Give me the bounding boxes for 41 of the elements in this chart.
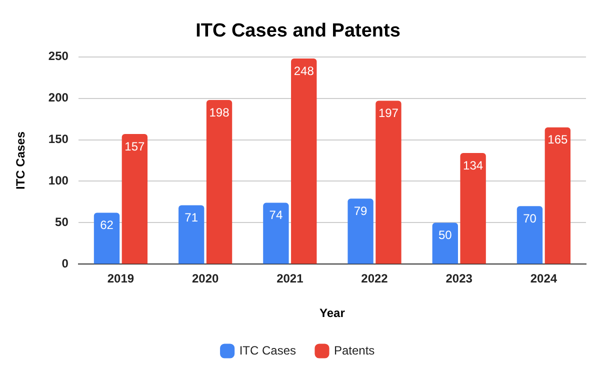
bar	[291, 58, 317, 264]
bar	[376, 100, 402, 264]
x-tick-label: 2020	[192, 272, 219, 286]
legend-label: Patents	[334, 343, 375, 358]
y-tick-label: 50	[55, 215, 69, 230]
x-tick-label: 2023	[446, 272, 473, 286]
bar	[544, 127, 570, 264]
legend-label: ITC Cases	[239, 343, 296, 358]
data-label: 62	[100, 218, 114, 232]
bar	[432, 222, 458, 264]
y-tick-label: 150	[48, 132, 69, 146]
data-label: 198	[209, 105, 230, 120]
data-label: 71	[184, 210, 198, 225]
data-label: 165	[548, 132, 568, 147]
data-label: 50	[438, 228, 452, 242]
y-tick-label: 0	[62, 256, 69, 271]
bar	[263, 202, 289, 264]
bar	[348, 198, 374, 264]
bar	[178, 205, 204, 264]
x-tick-label: 2024	[530, 272, 558, 286]
chart-title: ITC Cases and Patents	[196, 20, 400, 42]
data-label: 74	[269, 208, 283, 222]
x-tick-label: 2019	[107, 272, 134, 286]
data-label: 70	[523, 211, 537, 226]
x-tick-label: 2021	[276, 272, 304, 286]
data-label: 157	[124, 139, 146, 154]
bar	[122, 134, 148, 264]
y-tick-label: 200	[48, 90, 69, 105]
data-label: 134	[463, 158, 484, 172]
y-tick-label: 250	[48, 49, 69, 64]
bar	[460, 153, 486, 264]
bar	[94, 212, 120, 264]
y-axis-title: ITC Cases	[14, 131, 28, 190]
data-label: 197	[378, 106, 399, 120]
x-axis-title: Year	[320, 306, 346, 320]
x-tick-label: 2022	[361, 272, 388, 286]
data-label: 248	[294, 64, 314, 78]
bar	[516, 206, 543, 264]
data-label: 79	[354, 204, 368, 218]
bar	[206, 100, 232, 264]
y-tick-label: 100	[48, 174, 69, 188]
